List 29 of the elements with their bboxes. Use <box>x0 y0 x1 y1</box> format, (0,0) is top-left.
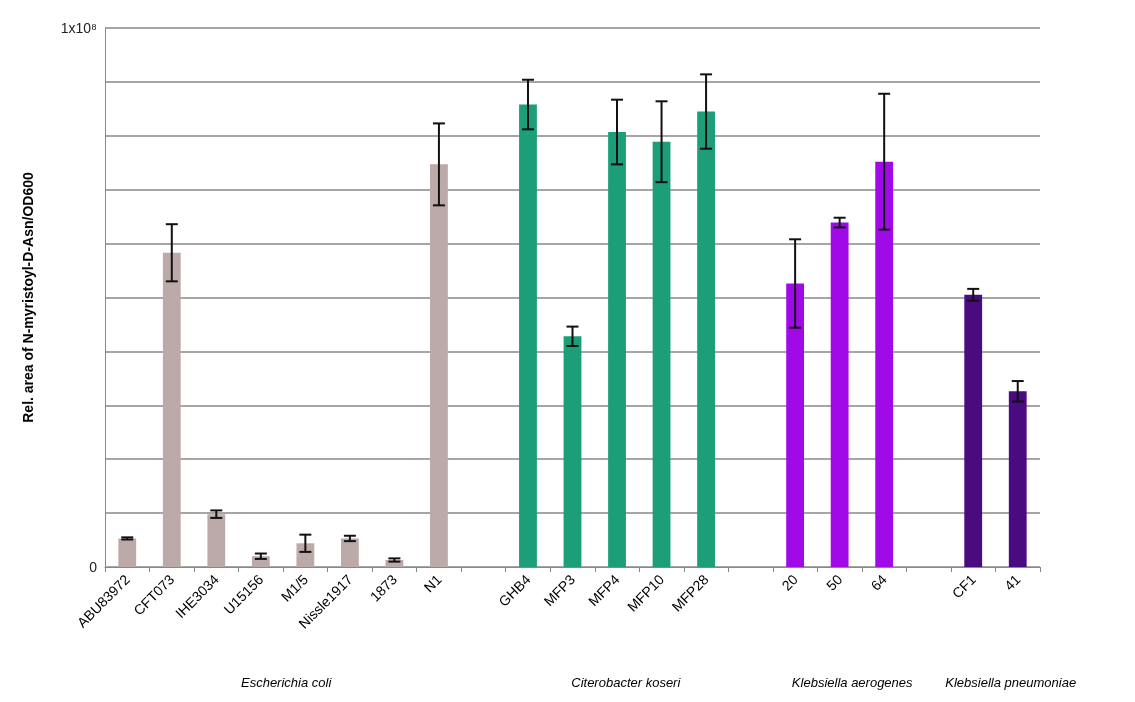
bar <box>340 538 359 567</box>
text: Escherichia coli <box>240 674 333 690</box>
x-tick-label: 50 <box>822 571 846 594</box>
bar <box>519 104 537 567</box>
bar <box>162 252 181 567</box>
text: Klebsiella aerogenes <box>791 674 914 690</box>
bar <box>964 294 983 567</box>
x-tick-label: 20 <box>778 571 801 594</box>
x-tick-label: N1 <box>420 571 445 596</box>
y-axis-title: Rel. area of N-myristoyl-D-Asn/OD600 <box>20 172 36 423</box>
bar <box>697 111 715 567</box>
y-tick-label: 1x10⁸ <box>60 20 98 36</box>
x-tick-label: 41 <box>1001 571 1024 594</box>
x-tick-label: 64 <box>867 571 890 594</box>
bar <box>652 141 671 567</box>
bar <box>430 164 448 567</box>
text: Citerobacter koseri <box>571 674 682 690</box>
y-tick-label: 0 <box>89 559 98 575</box>
bar <box>875 161 894 567</box>
x-tick-label: CF1 <box>948 571 980 602</box>
bar <box>118 538 137 567</box>
bar <box>563 336 582 567</box>
bar <box>830 222 849 567</box>
bar <box>207 514 226 567</box>
bar <box>296 543 315 567</box>
text: Klebsiella pneumoniae <box>945 674 1077 690</box>
bar <box>786 283 805 567</box>
bar <box>1008 391 1027 567</box>
bar <box>608 132 626 567</box>
